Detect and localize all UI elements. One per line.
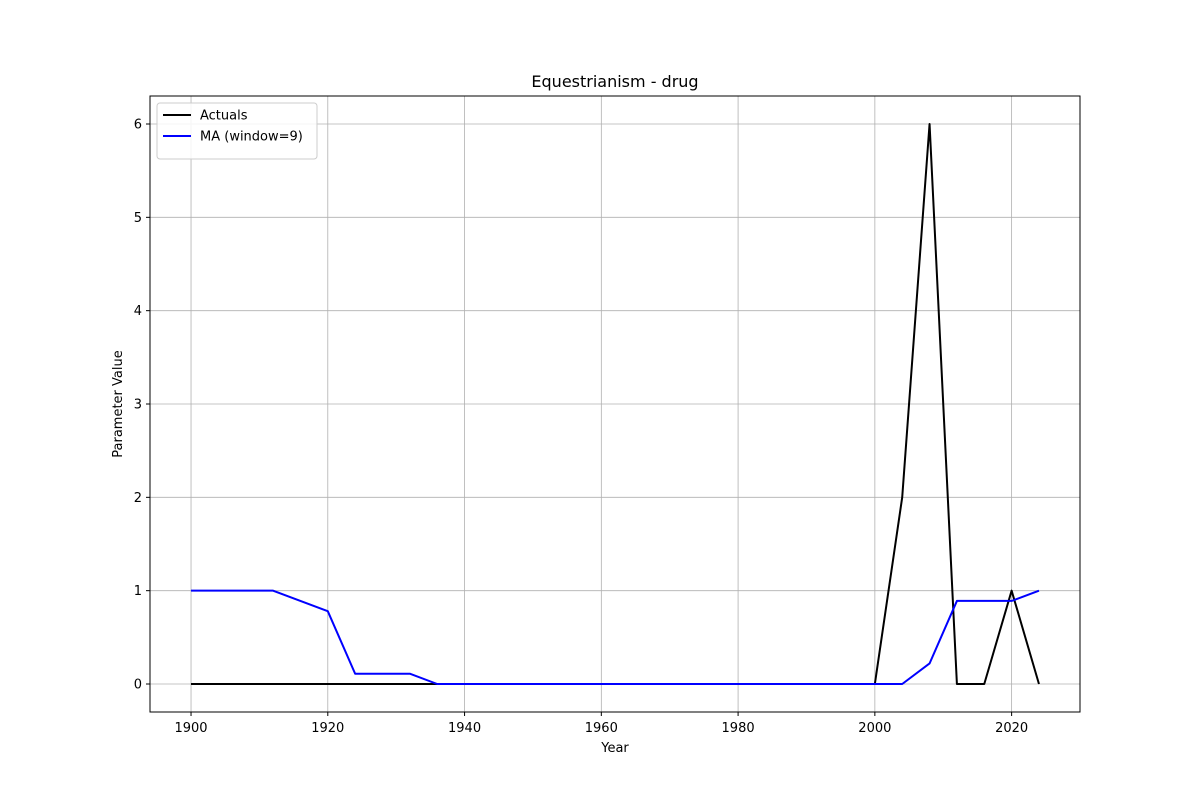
x-tick-label: 1960 bbox=[585, 721, 618, 736]
x-tick-label: 1920 bbox=[311, 721, 344, 736]
legend: Actuals MA (window=9) bbox=[156, 102, 318, 160]
legend-label: Actuals bbox=[200, 109, 248, 124]
y-tick-label: 0 bbox=[134, 678, 142, 693]
y-tick-label: 1 bbox=[134, 584, 142, 599]
x-tick-label: 1940 bbox=[448, 721, 481, 736]
x-tick-label: 2000 bbox=[858, 721, 891, 736]
y-axis-label: Parameter Value bbox=[111, 350, 126, 457]
x-tick-label: 1900 bbox=[174, 721, 207, 736]
axis-ticks: 1900 1920 1940 1960 1980 2000 2020 0 1 2 3 4 5 6 bbox=[134, 118, 1028, 737]
x-tick-label: 2020 bbox=[995, 721, 1028, 736]
y-tick-label: 4 bbox=[134, 304, 142, 319]
legend-box bbox=[156, 102, 318, 160]
legend-label: MA (window=9) bbox=[200, 130, 303, 145]
y-tick-label: 6 bbox=[134, 118, 142, 133]
series-lines bbox=[191, 123, 1040, 685]
x-axis-label: Year bbox=[600, 741, 629, 756]
chart-title: Equestrianism - drug bbox=[531, 72, 698, 91]
x-tick-label: 1980 bbox=[722, 721, 755, 736]
series-line-1 bbox=[191, 589, 1040, 685]
y-tick-label: 3 bbox=[134, 398, 142, 413]
y-tick-label: 2 bbox=[134, 491, 142, 506]
y-tick-label: 5 bbox=[134, 211, 142, 226]
